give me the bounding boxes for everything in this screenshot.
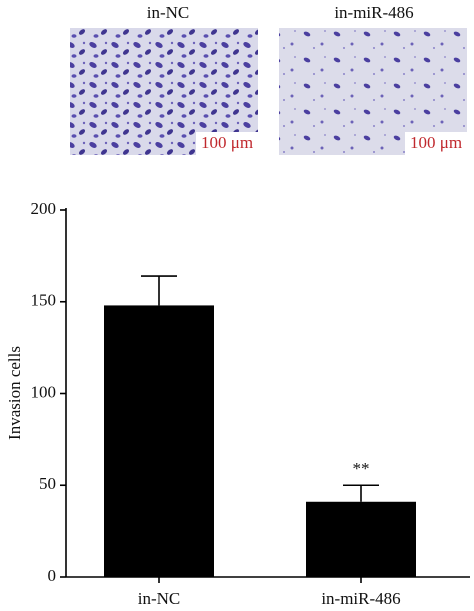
y-tick-label: 0: [48, 566, 57, 585]
scale-bar-box: [196, 132, 258, 155]
y-tick-label: 150: [31, 291, 57, 310]
x-tick-label: in-miR-486: [321, 589, 400, 608]
bar: [104, 305, 214, 577]
x-tick-label: in-NC: [138, 589, 181, 608]
y-axis-label: Invasion cells: [5, 346, 24, 440]
significance-label: **: [353, 459, 370, 478]
scale-bar-label: 100 μm: [201, 133, 253, 152]
panel-label: in-NC: [147, 3, 190, 22]
y-tick-label: 100: [31, 382, 57, 401]
bar: [306, 501, 416, 577]
y-tick-label: 50: [39, 474, 56, 493]
panel-label: in-miR-486: [334, 3, 413, 22]
y-tick-label: 200: [31, 199, 57, 218]
scale-bar-label: 100 μm: [410, 133, 462, 152]
scale-bar-box: [405, 132, 467, 155]
